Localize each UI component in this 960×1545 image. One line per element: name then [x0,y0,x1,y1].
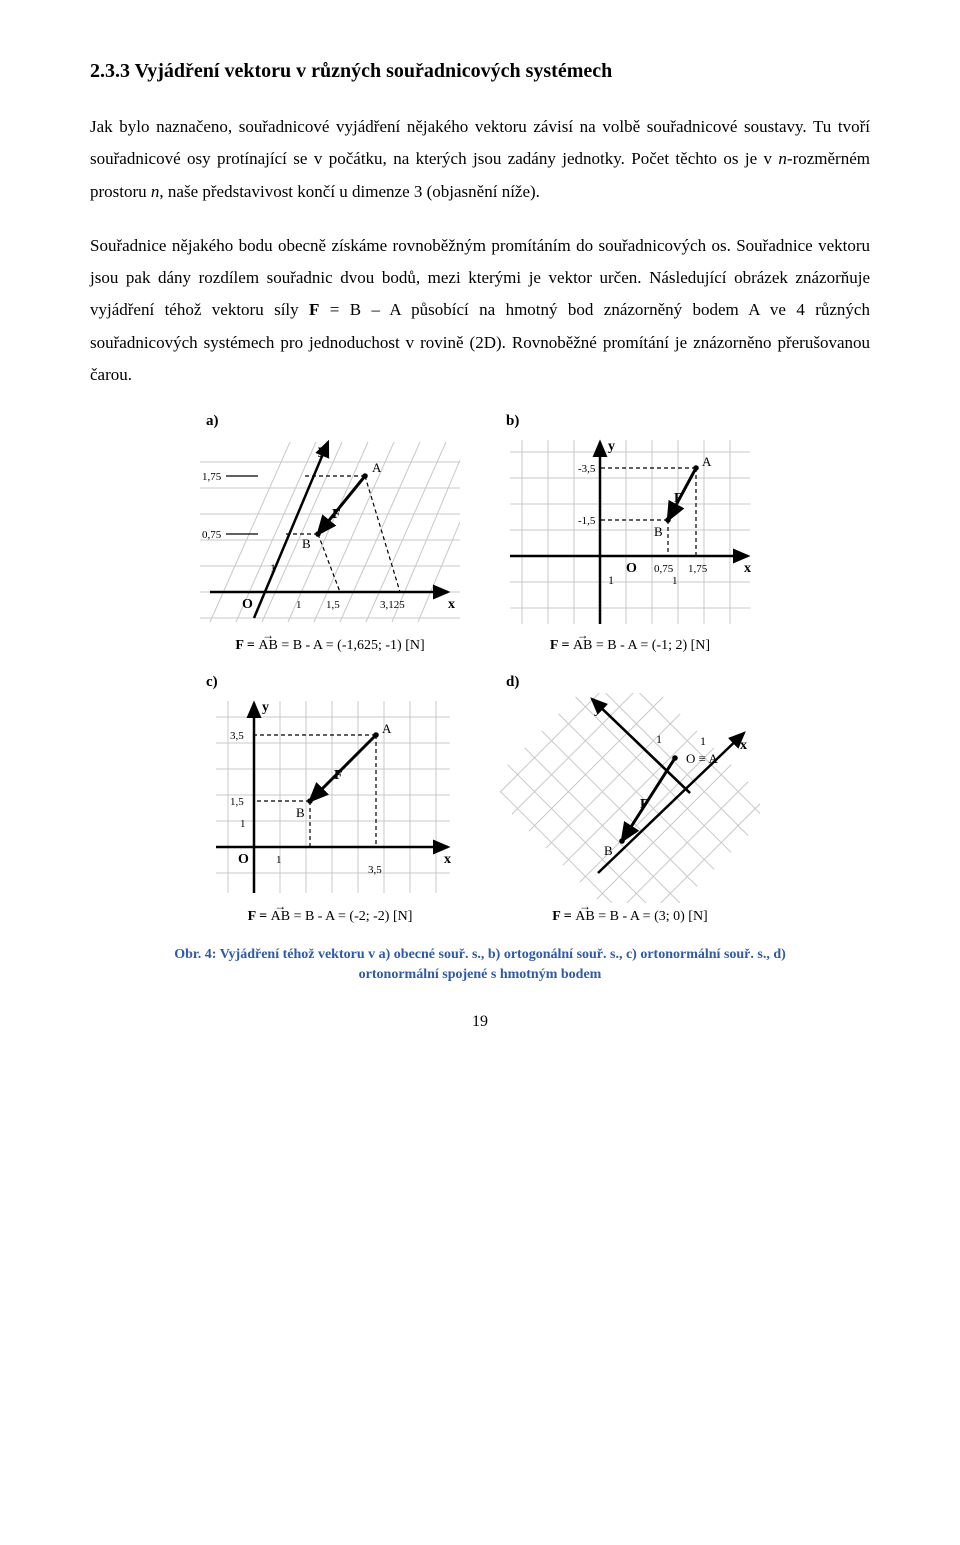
ytick-15c: 1,5 [230,796,244,808]
figure-row-2: c) [90,674,870,925]
xtick-1: 1 [296,599,302,611]
svg-text:y: y [594,702,601,717]
ytick-35: -3,5 [578,463,596,475]
p1-n: n [778,149,787,168]
panel-b-caption: F = AB = B - A = (-1; 2) [N] [550,638,710,654]
figure-4: a) [90,413,870,984]
panel-a: a) [200,413,460,654]
point-B: B [302,536,311,551]
axis-x-label: x [448,597,455,612]
svg-text:x: x [444,852,451,867]
vector-F: F [332,507,341,522]
panel-c-svg: y x O A B F 3,5 1,5 1 1 3,5 [200,693,460,903]
svg-text:O: O [238,852,249,867]
origin-label: O [242,597,253,612]
xtick-175: 1,75 [688,563,708,575]
panel-d: d) [500,674,760,925]
p1-a: Jak bylo naznačeno, souřadnicové vyjádře… [90,117,870,168]
svg-text:B: B [604,843,613,858]
p1-c: , naše představivost končí u dimenze 3 (… [159,182,540,201]
panel-d-svg: y x O ≡ A B F 1 1 [500,693,760,903]
svg-text:B: B [296,805,305,820]
svg-text:1: 1 [608,573,614,587]
panel-d-caption: F = AB = B - A = (3; 0) [N] [552,909,707,925]
svg-text:F: F [334,768,343,783]
panel-a-caption: F = AB = B - A = (-1,625; -1) [N] [235,638,424,654]
tick-1: 1 [270,561,276,575]
svg-text:y: y [262,700,269,715]
panel-d-label: d) [506,674,519,691]
panel-a-svg: y x O A B F 1 1,75 0,75 1 1,5 3,125 [200,432,460,632]
svg-text:A: A [382,721,392,736]
svg-text:O: O [626,561,637,576]
ytick-35c: 3,5 [230,730,244,742]
panel-c-label: c) [206,674,218,691]
xtick-35c: 3,5 [368,864,382,876]
figure-row-1: a) [90,413,870,654]
xtick-075: 0,75 [654,563,674,575]
paragraph-2: Souřadnice nějakého bodu obecně získáme … [90,230,870,391]
panel-a-label: a) [206,413,219,430]
paragraph-1: Jak bylo naznačeno, souřadnicové vyjádře… [90,111,870,208]
svg-text:F: F [674,491,683,506]
ytick-175: 1,75 [202,471,222,483]
svg-text:x: x [744,561,751,576]
axis-y-label: y [318,443,325,458]
origin-A: O ≡ A [686,751,719,766]
panel-c: c) [200,674,460,925]
section-heading: 2.3.3 Vyjádření vektoru v různých souřad… [90,60,870,83]
page-number: 19 [90,1013,870,1031]
panel-c-caption: F = AB = B - A = (-2; -2) [N] [248,909,413,925]
svg-text:x: x [740,738,747,753]
xtick-3125: 3,125 [380,599,405,611]
ytick-075: 0,75 [202,529,222,541]
svg-text:1: 1 [656,732,662,746]
xtick-1c: 1 [276,854,282,866]
panel-b-label: b) [506,413,519,430]
figure-caption: Obr. 4: Vyjádření téhož vektoru v a) obe… [160,945,800,984]
ytick-15: -1,5 [578,515,596,527]
svg-text:F: F [640,797,649,812]
ytick-1c: 1 [240,818,246,830]
point-A: A [372,460,382,475]
svg-text:A: A [702,454,712,469]
p2-F: F [309,300,319,319]
xtick-15: 1,5 [326,599,340,611]
svg-text:1: 1 [700,734,706,748]
xtick-1b: 1 [672,575,678,587]
panel-b-svg: y x O A B F -3,5 -1,5 0,75 1 1,75 1 [500,432,760,632]
svg-text:y: y [608,439,615,454]
panel-b: b) [500,413,760,654]
svg-text:B: B [654,524,663,539]
